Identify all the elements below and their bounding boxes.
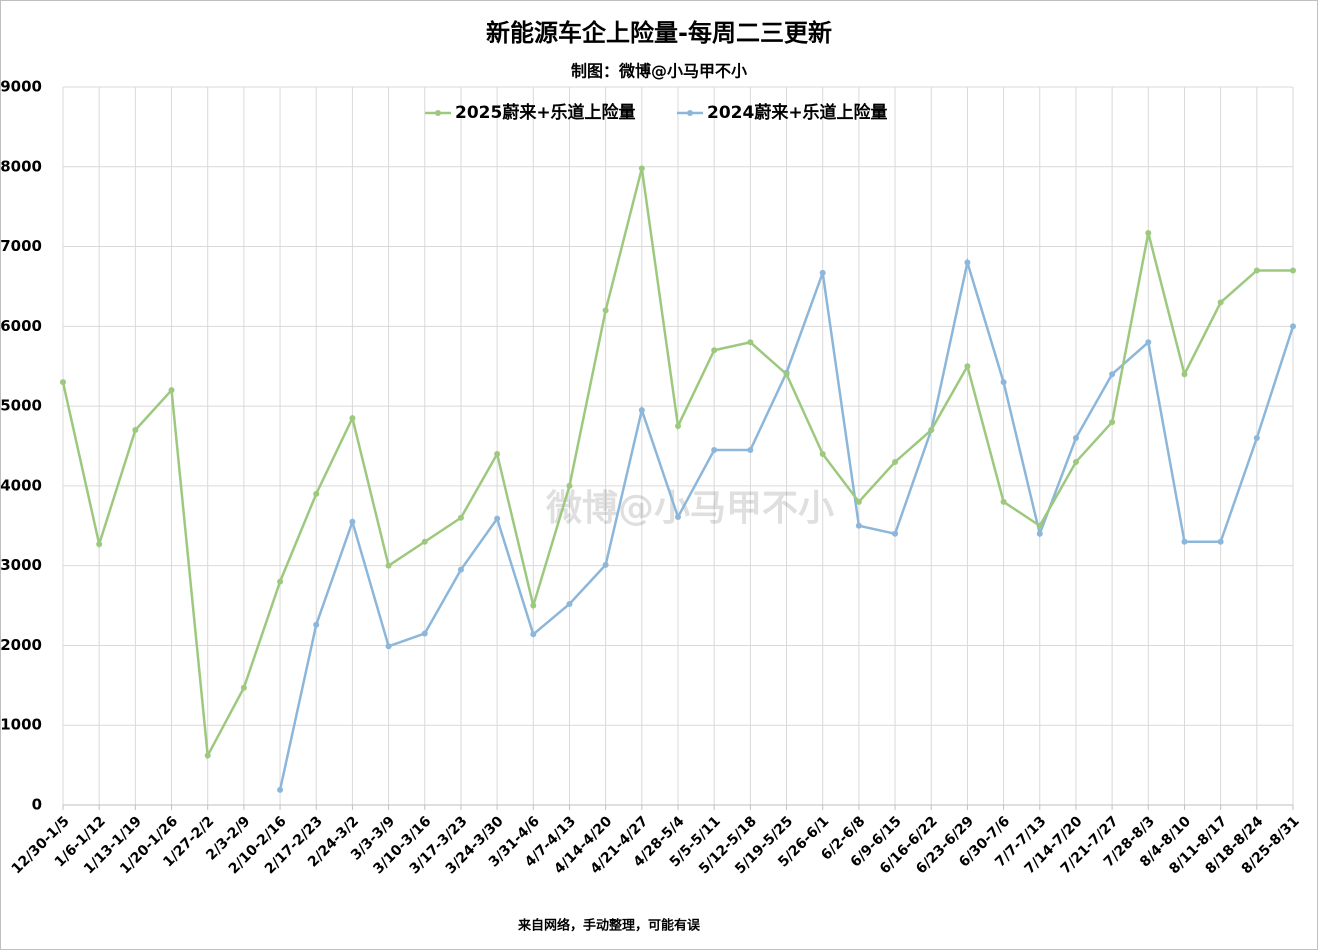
data-point	[819, 269, 826, 276]
data-point	[277, 578, 284, 585]
data-point	[675, 514, 681, 521]
data-point	[277, 786, 284, 793]
data-point	[711, 347, 718, 354]
data-point	[711, 446, 718, 453]
data-point	[204, 752, 211, 759]
y-tick-label: 9000	[0, 78, 42, 96]
data-point	[964, 363, 971, 370]
data-point	[1217, 538, 1224, 545]
data-point	[602, 561, 609, 568]
data-point	[1290, 267, 1296, 274]
series-0	[60, 165, 1296, 760]
data-point	[457, 514, 464, 521]
data-point	[1072, 435, 1079, 442]
data-point	[1181, 371, 1188, 378]
data-point	[964, 259, 971, 266]
data-point	[638, 165, 645, 172]
data-point	[349, 415, 356, 422]
chart-title: 新能源车企上险量-每周二三更新	[486, 19, 832, 47]
y-tick-label: 1000	[0, 716, 42, 734]
data-point	[60, 379, 66, 386]
y-tick-label: 8000	[0, 157, 42, 175]
data-point	[819, 450, 826, 457]
data-point	[855, 522, 862, 529]
data-point	[566, 600, 573, 607]
data-point	[1253, 267, 1260, 274]
data-point	[1217, 299, 1224, 306]
data-point	[313, 490, 320, 497]
y-tick-label: 4000	[0, 476, 42, 494]
legend-label: 2024蔚来+乐道上险量	[707, 102, 888, 123]
y-tick-label: 2000	[0, 636, 42, 654]
data-point	[421, 538, 428, 545]
data-point	[1036, 522, 1043, 529]
data-point	[385, 562, 392, 569]
data-point	[530, 602, 537, 609]
legend-marker	[435, 110, 441, 116]
data-point	[1072, 458, 1079, 465]
data-point	[1253, 435, 1260, 442]
legend-marker	[687, 110, 693, 116]
data-point	[783, 371, 790, 378]
y-tick-label: 5000	[0, 397, 42, 415]
data-point	[313, 621, 320, 628]
data-point	[675, 423, 681, 430]
data-point	[1109, 371, 1116, 378]
data-point	[457, 566, 464, 573]
data-point	[892, 458, 899, 465]
y-tick-label: 6000	[0, 317, 42, 335]
data-point	[566, 482, 573, 489]
data-point	[1000, 498, 1007, 505]
data-point	[928, 427, 935, 434]
data-point	[168, 387, 175, 394]
data-point	[385, 643, 392, 650]
data-point	[1145, 339, 1152, 346]
data-point	[855, 498, 862, 505]
data-point	[1036, 530, 1043, 537]
data-point	[96, 541, 103, 548]
footer-note: 来自网络，手动整理，可能有误	[517, 918, 701, 934]
data-point	[1181, 538, 1188, 545]
data-point	[132, 427, 139, 434]
data-point	[747, 446, 754, 453]
data-point	[421, 630, 428, 637]
data-point	[892, 530, 899, 537]
data-point	[1109, 419, 1116, 426]
y-tick-label: 3000	[0, 556, 42, 574]
data-point	[494, 450, 501, 457]
data-point	[1290, 323, 1296, 330]
data-point	[638, 407, 645, 414]
data-point	[747, 339, 754, 346]
data-point	[1000, 379, 1007, 386]
y-tick-label: 0	[32, 796, 42, 814]
data-point	[349, 518, 356, 525]
data-point	[1145, 229, 1152, 236]
data-point	[240, 684, 247, 691]
data-point	[602, 307, 609, 314]
chart-subtitle: 制图：微博@小马甲不小	[571, 62, 747, 81]
y-tick-label: 7000	[0, 237, 42, 255]
data-point	[530, 631, 537, 638]
legend-label: 2025蔚来+乐道上险量	[455, 102, 636, 123]
data-point	[494, 515, 501, 522]
